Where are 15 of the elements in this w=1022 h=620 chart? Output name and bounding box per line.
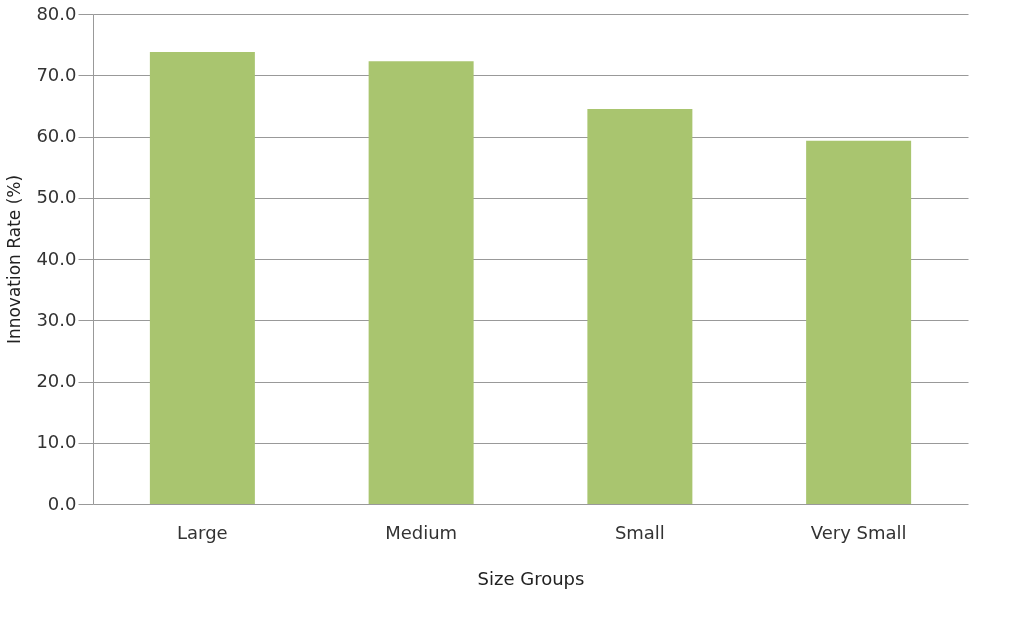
x-tick-label: Medium <box>385 521 458 543</box>
x-tick-label: Very Small <box>810 521 907 543</box>
y-tick-label: 10.0 <box>36 431 77 453</box>
y-tick-label: 40.0 <box>36 247 77 269</box>
x-tick-label: Large <box>177 521 228 543</box>
y-tick-label: 70.0 <box>36 63 77 85</box>
y-tick-label: 0.0 <box>47 492 77 514</box>
y-tick-label: 30.0 <box>36 308 77 330</box>
y-tick-label: 20.0 <box>36 370 77 391</box>
x-axis-title: Size Groups <box>477 567 585 589</box>
x-tick-label: Small <box>614 521 665 543</box>
y-tick-label: 80.0 <box>36 2 77 24</box>
y-tick-label: 50.0 <box>36 186 77 208</box>
y-axis-title: Innovation Rate (%) <box>4 174 25 345</box>
y-tick-label: 60.0 <box>36 125 77 146</box>
